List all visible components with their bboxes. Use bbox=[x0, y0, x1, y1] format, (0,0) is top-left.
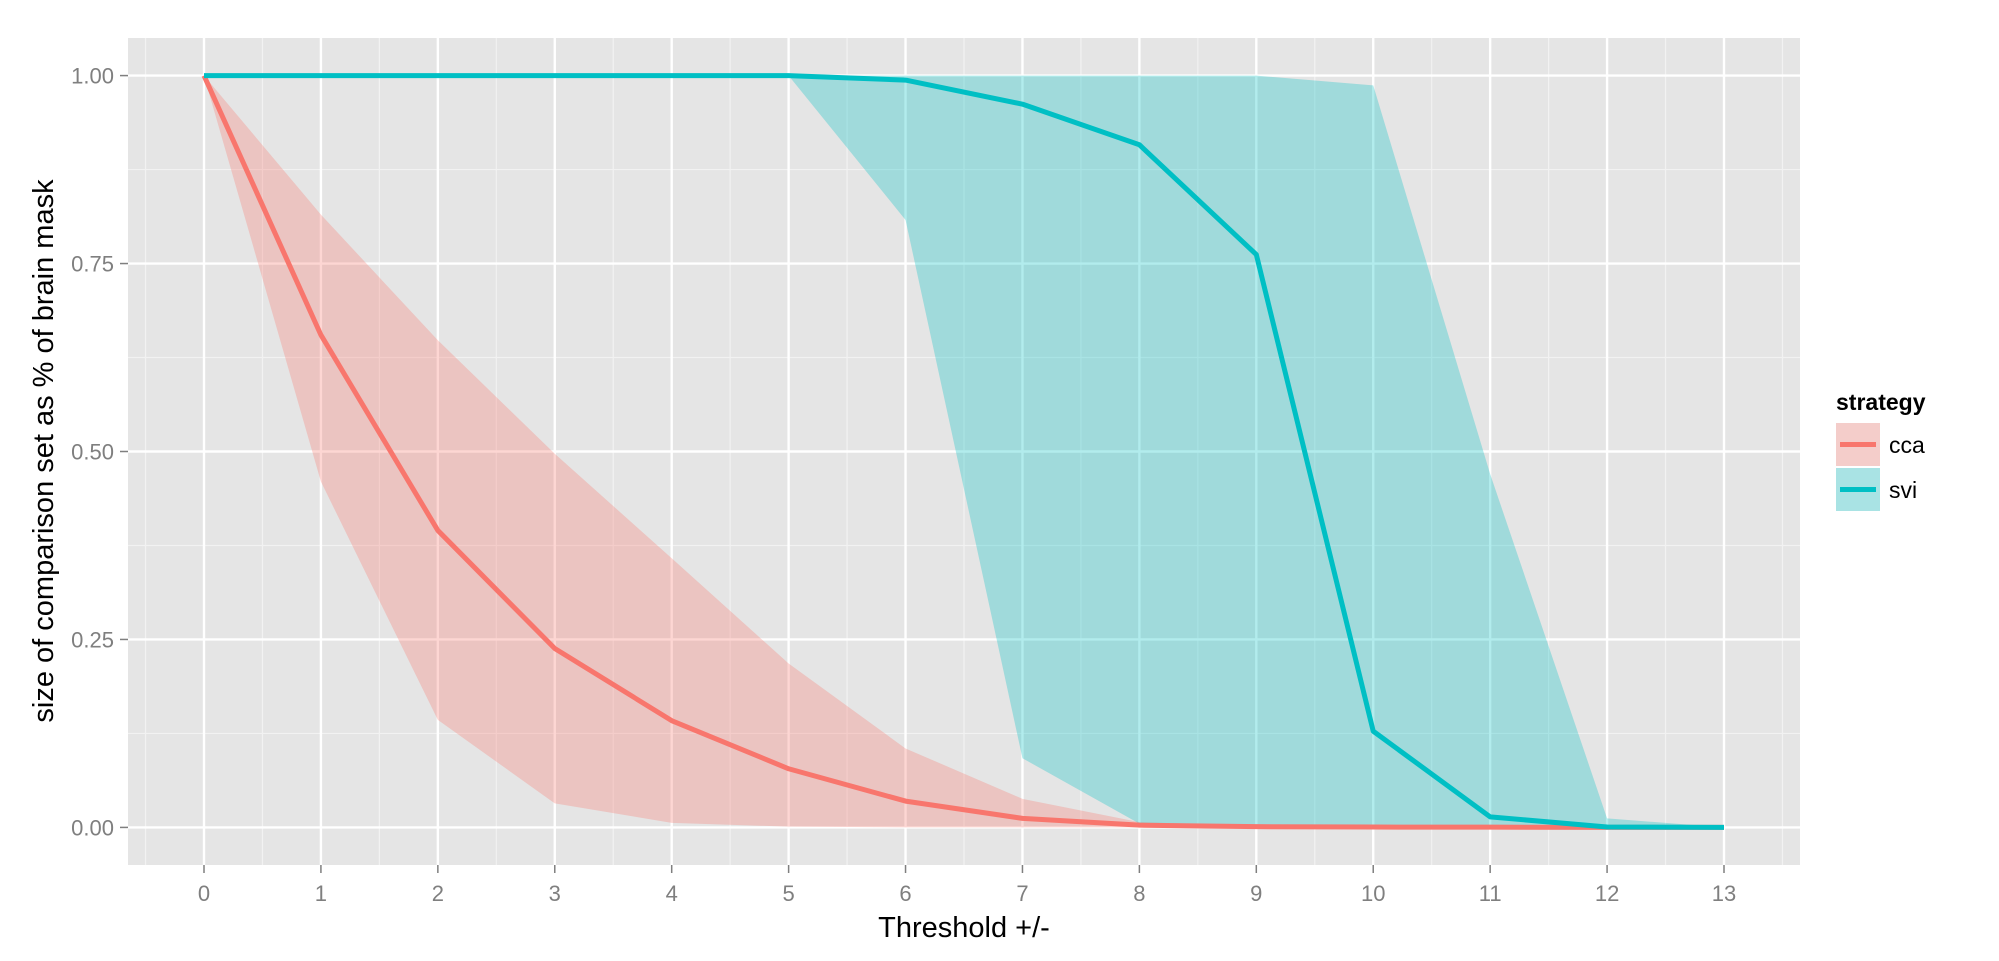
x-tick-label: 12 bbox=[1595, 881, 1619, 906]
x-axis-title: Threshold +/- bbox=[878, 912, 1050, 944]
x-tick-label: 1 bbox=[315, 881, 327, 906]
x-axis: 0 1 2 3 4 5 6 7 8 9 10 11 12 13 bbox=[198, 865, 1736, 906]
ribbon-cca bbox=[204, 75, 1724, 828]
y-tick-label: 0.25 bbox=[71, 627, 114, 652]
x-tick-label: 0 bbox=[198, 881, 210, 906]
y-tick-label: 0.50 bbox=[71, 440, 114, 465]
x-tick-label: 11 bbox=[1479, 881, 1502, 906]
y-axis: 0.00 0.25 0.50 0.75 1.00 bbox=[71, 64, 128, 840]
x-tick-label: 2 bbox=[432, 881, 444, 906]
legend-item-svi: svi bbox=[1836, 468, 1917, 511]
x-tick-label: 3 bbox=[549, 881, 561, 906]
y-tick-label: 1.00 bbox=[71, 64, 114, 89]
x-tick-label: 7 bbox=[1016, 881, 1028, 906]
confidence-ribbons bbox=[204, 75, 1724, 828]
x-tick-label: 6 bbox=[899, 881, 911, 906]
legend-label-cca: cca bbox=[1889, 432, 1925, 458]
ribbon-svi bbox=[204, 75, 1724, 828]
legend-title: strategy bbox=[1836, 389, 1926, 415]
x-tick-label: 4 bbox=[666, 881, 678, 906]
y-tick-label: 0.00 bbox=[71, 815, 114, 840]
x-tick-label: 8 bbox=[1133, 881, 1145, 906]
x-tick-label: 10 bbox=[1361, 881, 1385, 906]
legend-label-svi: svi bbox=[1889, 477, 1917, 503]
y-axis-title: size of comparison set as % of brain mas… bbox=[28, 179, 60, 723]
legend-item-cca: cca bbox=[1836, 423, 1925, 466]
series-lines bbox=[201, 73, 1725, 830]
legend: strategy cca svi bbox=[1836, 389, 1926, 511]
x-tick-label: 5 bbox=[782, 881, 794, 906]
line-svi bbox=[204, 73, 1725, 830]
x-tick-label: 9 bbox=[1250, 881, 1262, 906]
major-gridlines bbox=[128, 38, 1800, 865]
line-cca bbox=[201, 74, 1724, 830]
y-tick-label: 0.75 bbox=[71, 252, 114, 277]
x-tick-label: 13 bbox=[1712, 881, 1736, 906]
